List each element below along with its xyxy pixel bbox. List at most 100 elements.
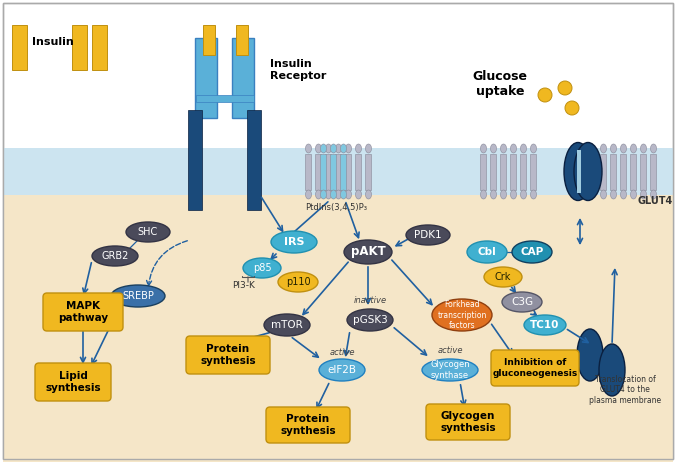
Ellipse shape: [599, 344, 625, 396]
Ellipse shape: [92, 246, 138, 266]
Text: Crk: Crk: [495, 272, 511, 282]
Ellipse shape: [335, 144, 341, 153]
Ellipse shape: [306, 144, 312, 153]
Text: inactive: inactive: [354, 296, 387, 305]
FancyBboxPatch shape: [355, 153, 361, 189]
Ellipse shape: [111, 285, 165, 307]
Ellipse shape: [264, 314, 310, 336]
Ellipse shape: [577, 329, 603, 381]
Text: Protein
synthesis: Protein synthesis: [200, 344, 256, 366]
Ellipse shape: [510, 190, 516, 199]
Text: eIF2B: eIF2B: [327, 365, 356, 375]
Ellipse shape: [491, 144, 496, 153]
FancyBboxPatch shape: [186, 336, 270, 374]
Ellipse shape: [600, 144, 606, 153]
FancyBboxPatch shape: [247, 110, 261, 210]
FancyBboxPatch shape: [72, 25, 87, 70]
Ellipse shape: [610, 190, 617, 199]
Circle shape: [558, 81, 572, 95]
Ellipse shape: [650, 144, 656, 153]
Ellipse shape: [502, 292, 542, 312]
Text: active: active: [329, 348, 355, 357]
Text: PDK1: PDK1: [414, 230, 442, 240]
Ellipse shape: [316, 144, 322, 153]
Ellipse shape: [356, 190, 362, 199]
Text: active: active: [437, 346, 463, 355]
Ellipse shape: [126, 222, 170, 242]
FancyBboxPatch shape: [610, 153, 616, 189]
Ellipse shape: [319, 359, 365, 381]
FancyBboxPatch shape: [600, 153, 606, 189]
Text: Lipid
synthesis: Lipid synthesis: [45, 371, 101, 393]
Ellipse shape: [531, 190, 537, 199]
FancyBboxPatch shape: [530, 153, 536, 189]
Ellipse shape: [344, 240, 392, 264]
Circle shape: [538, 88, 552, 102]
Ellipse shape: [491, 190, 496, 199]
Circle shape: [565, 101, 579, 115]
FancyBboxPatch shape: [426, 404, 510, 440]
Ellipse shape: [341, 190, 347, 199]
Ellipse shape: [356, 144, 362, 153]
FancyBboxPatch shape: [35, 363, 111, 401]
Ellipse shape: [484, 267, 522, 287]
Text: Translocation of
GLUT4 to the
plasma membrane: Translocation of GLUT4 to the plasma mem…: [589, 375, 661, 405]
Ellipse shape: [631, 190, 637, 199]
Ellipse shape: [574, 142, 602, 201]
Text: SREBP: SREBP: [122, 291, 154, 301]
Ellipse shape: [366, 190, 372, 199]
FancyBboxPatch shape: [480, 153, 486, 189]
FancyBboxPatch shape: [320, 153, 326, 189]
Text: p85: p85: [253, 263, 271, 273]
FancyBboxPatch shape: [335, 153, 341, 189]
Ellipse shape: [326, 144, 331, 153]
Ellipse shape: [650, 190, 656, 199]
Ellipse shape: [521, 190, 527, 199]
Ellipse shape: [481, 190, 487, 199]
Ellipse shape: [271, 231, 317, 253]
Ellipse shape: [331, 144, 337, 153]
Bar: [3, 148, 673, 195]
FancyBboxPatch shape: [330, 153, 336, 189]
Ellipse shape: [320, 190, 327, 199]
Text: Insulin: Insulin: [32, 37, 74, 47]
Bar: [3, 195, 673, 462]
FancyBboxPatch shape: [510, 153, 516, 189]
FancyBboxPatch shape: [305, 153, 311, 189]
Ellipse shape: [306, 190, 312, 199]
Ellipse shape: [510, 144, 516, 153]
Text: Cbl: Cbl: [478, 247, 496, 257]
Ellipse shape: [316, 190, 322, 199]
Text: Glycogen
synthase: Glycogen synthase: [430, 360, 470, 380]
Ellipse shape: [341, 144, 347, 153]
Ellipse shape: [621, 190, 627, 199]
Text: GRB2: GRB2: [101, 251, 128, 261]
Text: SHC: SHC: [138, 227, 158, 237]
Text: Glucose
uptake: Glucose uptake: [473, 70, 527, 98]
Ellipse shape: [320, 144, 327, 153]
FancyBboxPatch shape: [650, 153, 656, 189]
Ellipse shape: [331, 190, 337, 199]
Ellipse shape: [345, 144, 352, 153]
Ellipse shape: [347, 309, 393, 331]
Ellipse shape: [406, 225, 450, 245]
FancyBboxPatch shape: [630, 153, 636, 189]
Text: mTOR: mTOR: [271, 320, 303, 330]
FancyBboxPatch shape: [43, 293, 123, 331]
Text: pGSK3: pGSK3: [353, 315, 387, 325]
Text: C3G: C3G: [511, 297, 533, 307]
Ellipse shape: [467, 241, 507, 263]
FancyBboxPatch shape: [232, 38, 254, 118]
Text: PtdIns(3,4,5)P₃: PtdIns(3,4,5)P₃: [305, 203, 367, 212]
Ellipse shape: [621, 144, 627, 153]
Ellipse shape: [512, 241, 552, 263]
Text: p110: p110: [286, 277, 310, 287]
Text: pAKT: pAKT: [351, 245, 385, 259]
Ellipse shape: [366, 144, 372, 153]
Ellipse shape: [640, 190, 646, 199]
Ellipse shape: [422, 359, 478, 381]
Ellipse shape: [481, 144, 487, 153]
Text: Inhibition of
gluconeogenesis: Inhibition of gluconeogenesis: [492, 359, 577, 378]
Ellipse shape: [610, 144, 617, 153]
Ellipse shape: [432, 299, 492, 331]
